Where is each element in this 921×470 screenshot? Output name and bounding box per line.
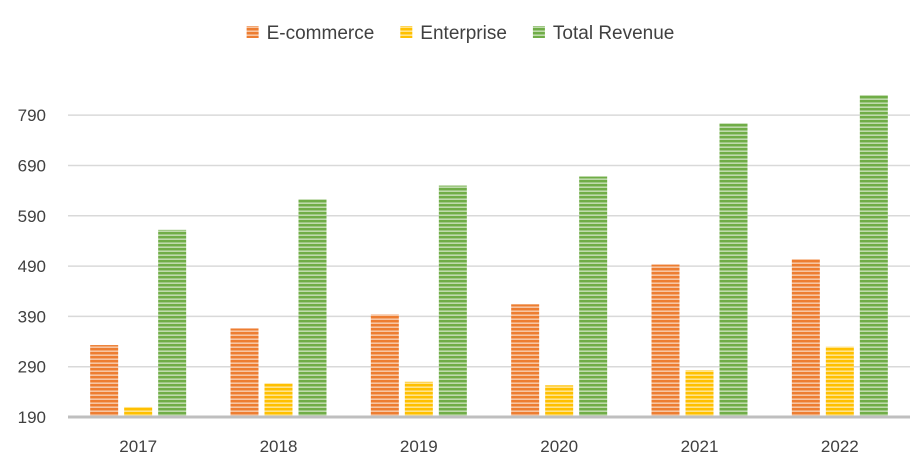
bar-e-commerce-2021	[651, 264, 680, 417]
bar-total-revenue-2019	[438, 185, 467, 417]
y-tick-label-790: 790	[18, 106, 46, 125]
bar-total-revenue-2021	[719, 123, 748, 418]
legend: E-commerce Enterprise Total Revenue	[246, 23, 674, 44]
y-tick-label-490: 490	[18, 257, 46, 276]
x-axis: 2017 2018 2019 2020 2021 2022	[68, 415, 910, 456]
bar-enterprise-2017	[124, 406, 153, 417]
y-tick-label-390: 390	[18, 307, 46, 326]
legend-swatch-enterprise	[400, 26, 413, 38]
x-tick-label-2017: 2017	[119, 437, 157, 456]
bar-e-commerce-2020	[511, 304, 540, 417]
bar-e-commerce-2017	[90, 345, 119, 417]
bar-enterprise-2018	[264, 383, 293, 417]
gridlines	[68, 114, 910, 368]
y-tick-label-690: 690	[18, 156, 46, 175]
bar-enterprise-2022	[825, 346, 854, 417]
legend-label-total-revenue: Total Revenue	[553, 23, 674, 44]
y-axis: 190 290 390 490 590 690 790	[18, 106, 46, 427]
bar-total-revenue-2018	[298, 199, 327, 417]
legend-label-e-commerce: E-commerce	[267, 23, 375, 44]
bar-enterprise-2021	[685, 370, 714, 417]
bar-enterprise-2020	[545, 385, 574, 417]
bar-enterprise-2019	[404, 381, 433, 417]
y-tick-label-290: 290	[18, 358, 46, 377]
bar-total-revenue-2020	[579, 176, 608, 417]
y-tick-label-190: 190	[18, 408, 46, 427]
legend-swatch-total-revenue	[532, 26, 545, 38]
legend-swatch-e-commerce	[246, 26, 259, 38]
bar-total-revenue-2022	[859, 95, 888, 418]
x-tick-label-2022: 2022	[821, 437, 859, 456]
x-tick-label-2020: 2020	[540, 437, 578, 456]
bar-e-commerce-2019	[370, 314, 399, 417]
bar-e-commerce-2018	[230, 328, 259, 417]
bar-e-commerce-2022	[791, 259, 820, 417]
x-tick-label-2019: 2019	[400, 437, 438, 456]
bars	[90, 95, 888, 418]
y-tick-label-590: 590	[18, 207, 46, 226]
bar-total-revenue-2017	[158, 229, 187, 417]
x-tick-label-2021: 2021	[681, 437, 719, 456]
legend-label-enterprise: Enterprise	[420, 23, 507, 44]
x-tick-label-2018: 2018	[260, 437, 298, 456]
